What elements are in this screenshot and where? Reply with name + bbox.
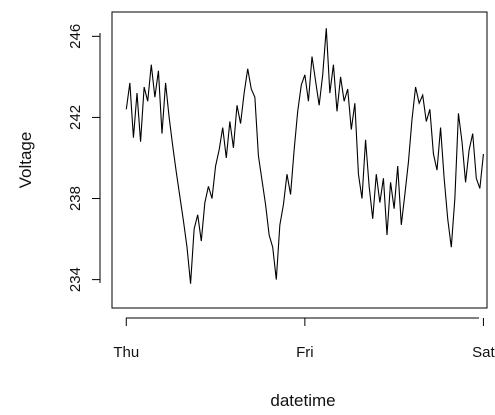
y-tick-label-0: 234	[67, 267, 84, 292]
x-tick-label-2: Sat	[472, 344, 495, 361]
x-axis: Thu Fri Sat	[113, 317, 495, 361]
plot-frame	[111, 11, 488, 309]
x-tick-label-1: Fri	[296, 344, 314, 361]
x-axis-title: datetime	[270, 391, 335, 410]
x-tick-label-0: Thu	[113, 344, 139, 361]
y-tick-label-3: 246	[67, 24, 84, 49]
y-tick-label-2: 242	[67, 105, 84, 130]
y-tick-label-1: 238	[67, 186, 84, 211]
voltage-series-line	[125, 28, 484, 284]
plot-area	[111, 11, 488, 309]
y-axis: 234 238 242 246	[67, 24, 101, 292]
y-axis-title: Voltage	[16, 132, 35, 189]
